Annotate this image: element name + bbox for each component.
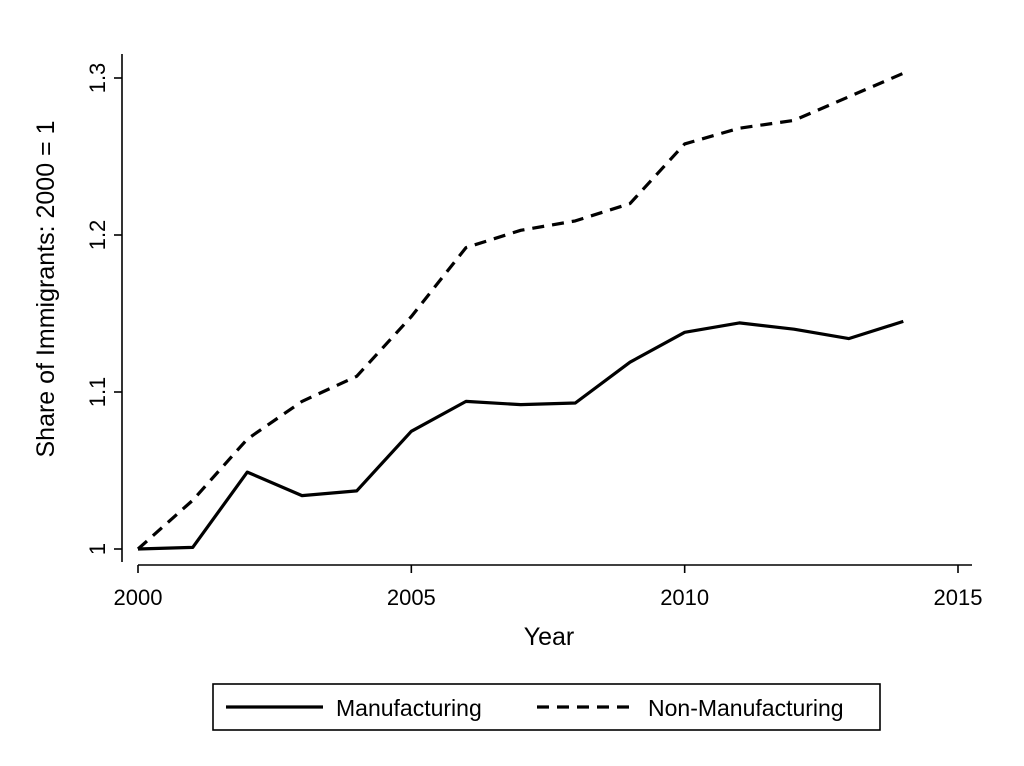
series-line-manufacturing xyxy=(137,319,904,551)
legend-label-manufacturing: Manufacturing xyxy=(336,695,482,721)
x-ticks: 2000 2005 2010 2015 xyxy=(114,565,983,610)
legend: Manufacturing Non-Manufacturing xyxy=(212,683,881,731)
axes xyxy=(121,54,972,566)
x-axis-title: Year xyxy=(524,623,575,651)
x-tick-label: 2015 xyxy=(934,585,983,610)
x-tick-label: 2000 xyxy=(114,585,163,610)
x-tick-label: 2005 xyxy=(387,585,436,610)
legend-label-non-manufacturing: Non-Manufacturing xyxy=(648,695,844,721)
y-tick-label: 1.2 xyxy=(85,220,110,251)
y-tick-label: 1.1 xyxy=(85,377,110,408)
y-axis-title: Share of Immigrants: 2000 = 1 xyxy=(32,121,60,458)
y-tick-label: 1.3 xyxy=(85,63,110,94)
y-tick-label: 1 xyxy=(85,543,110,555)
series-line-non-manufacturing xyxy=(136,71,904,551)
x-tick-label: 2010 xyxy=(660,585,709,610)
series-group xyxy=(136,71,904,551)
y-ticks: 1 1.1 1.2 1.3 xyxy=(85,63,122,555)
